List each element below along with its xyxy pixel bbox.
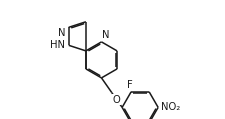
Text: NO₂: NO₂ [161,102,180,112]
Text: N: N [58,28,66,38]
Text: O: O [112,95,120,105]
Text: HN: HN [50,40,65,50]
Text: N: N [102,30,110,40]
Text: F: F [128,80,133,90]
